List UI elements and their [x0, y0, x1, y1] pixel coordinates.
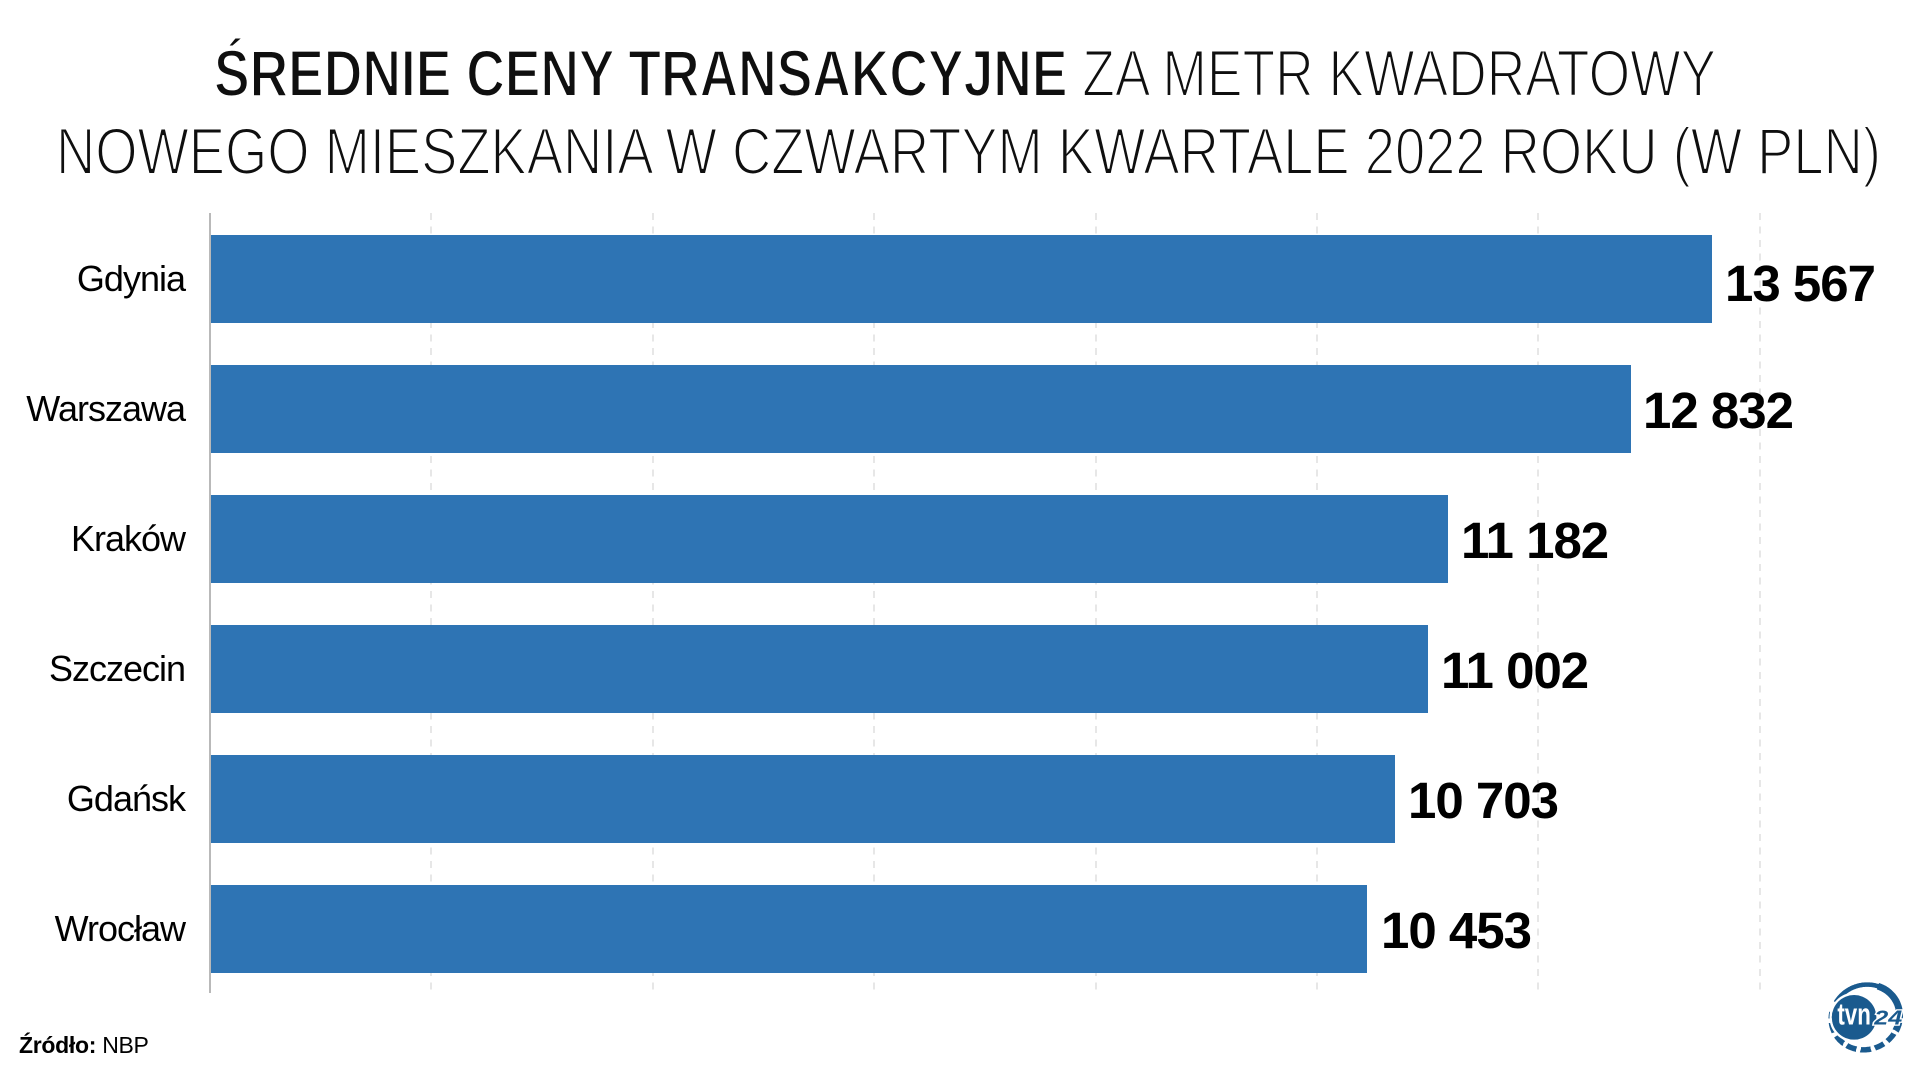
svg-text:24: 24 [1873, 1007, 1903, 1030]
svg-text:tvn: tvn [1837, 997, 1871, 1032]
